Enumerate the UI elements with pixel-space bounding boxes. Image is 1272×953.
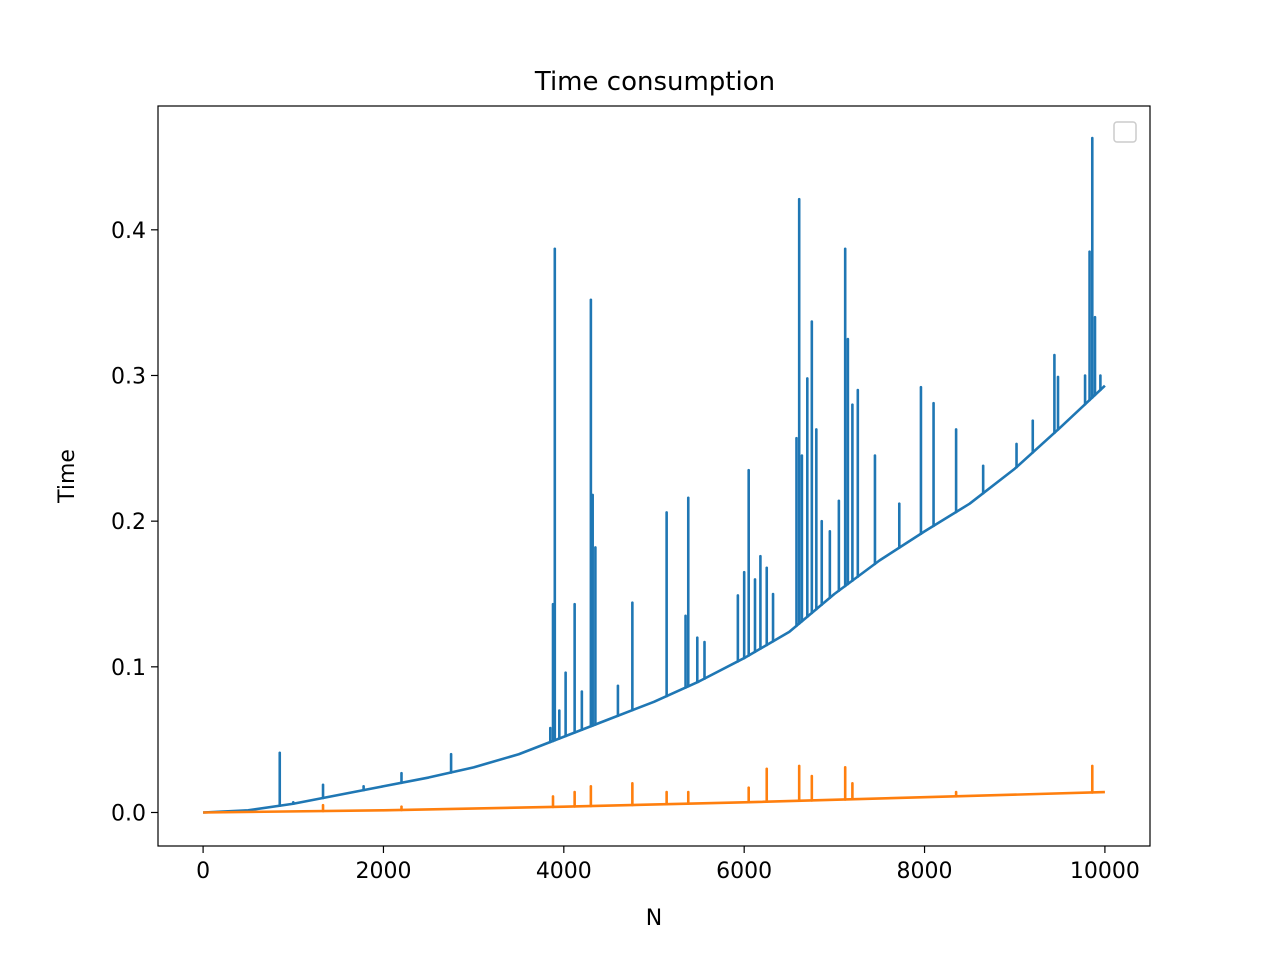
y-axis-label: Time	[55, 449, 80, 504]
series-1	[203, 764, 1105, 814]
x-tick-label: 0	[196, 859, 210, 884]
x-tick-label: 4000	[536, 859, 592, 884]
plot-area-frame	[157, 105, 1151, 847]
x-tick-label: 2000	[355, 859, 411, 884]
chart-title: Time consumption	[534, 67, 775, 97]
series-layer	[203, 136, 1106, 814]
x-tick-label: 6000	[716, 859, 772, 884]
x-tick-label: 10000	[1070, 859, 1140, 884]
series-0	[203, 136, 1106, 814]
y-tick-label: 0.4	[111, 219, 146, 244]
legend-box	[1113, 121, 1137, 143]
axes: 0 2000 4000 6000 8000 10000 0.0 0.1 0.2 0.3 0.4	[111, 219, 1140, 884]
series-line	[203, 384, 1106, 814]
x-axis-label: N	[646, 906, 662, 931]
x-tick-label: 8000	[897, 859, 953, 884]
y-tick-label: 0.1	[111, 656, 146, 681]
y-tick-label: 0.3	[111, 364, 146, 389]
y-tick-label: 0.2	[111, 510, 146, 535]
series-line	[203, 790, 1105, 814]
y-tick-label: 0.0	[111, 801, 146, 826]
